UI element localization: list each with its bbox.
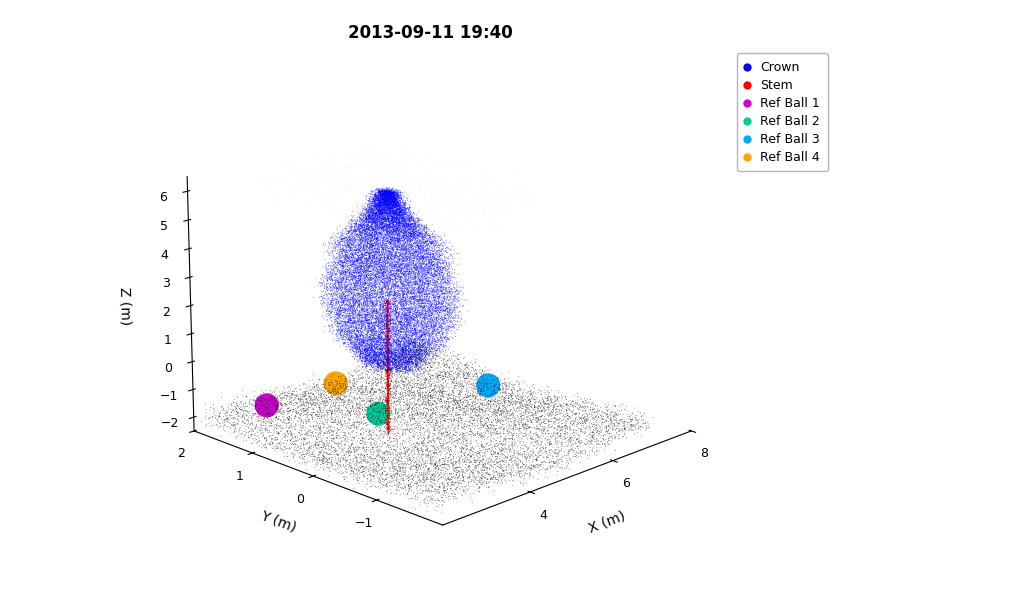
Y-axis label: Y (m): Y (m) [259,509,298,535]
Legend: Crown, Stem, Ref Ball 1, Ref Ball 2, Ref Ball 3, Ref Ball 4: Crown, Stem, Ref Ball 1, Ref Ball 2, Ref… [736,54,827,172]
X-axis label: X (m): X (m) [587,509,628,535]
Text: 2013-09-11 19:40: 2013-09-11 19:40 [348,24,512,42]
